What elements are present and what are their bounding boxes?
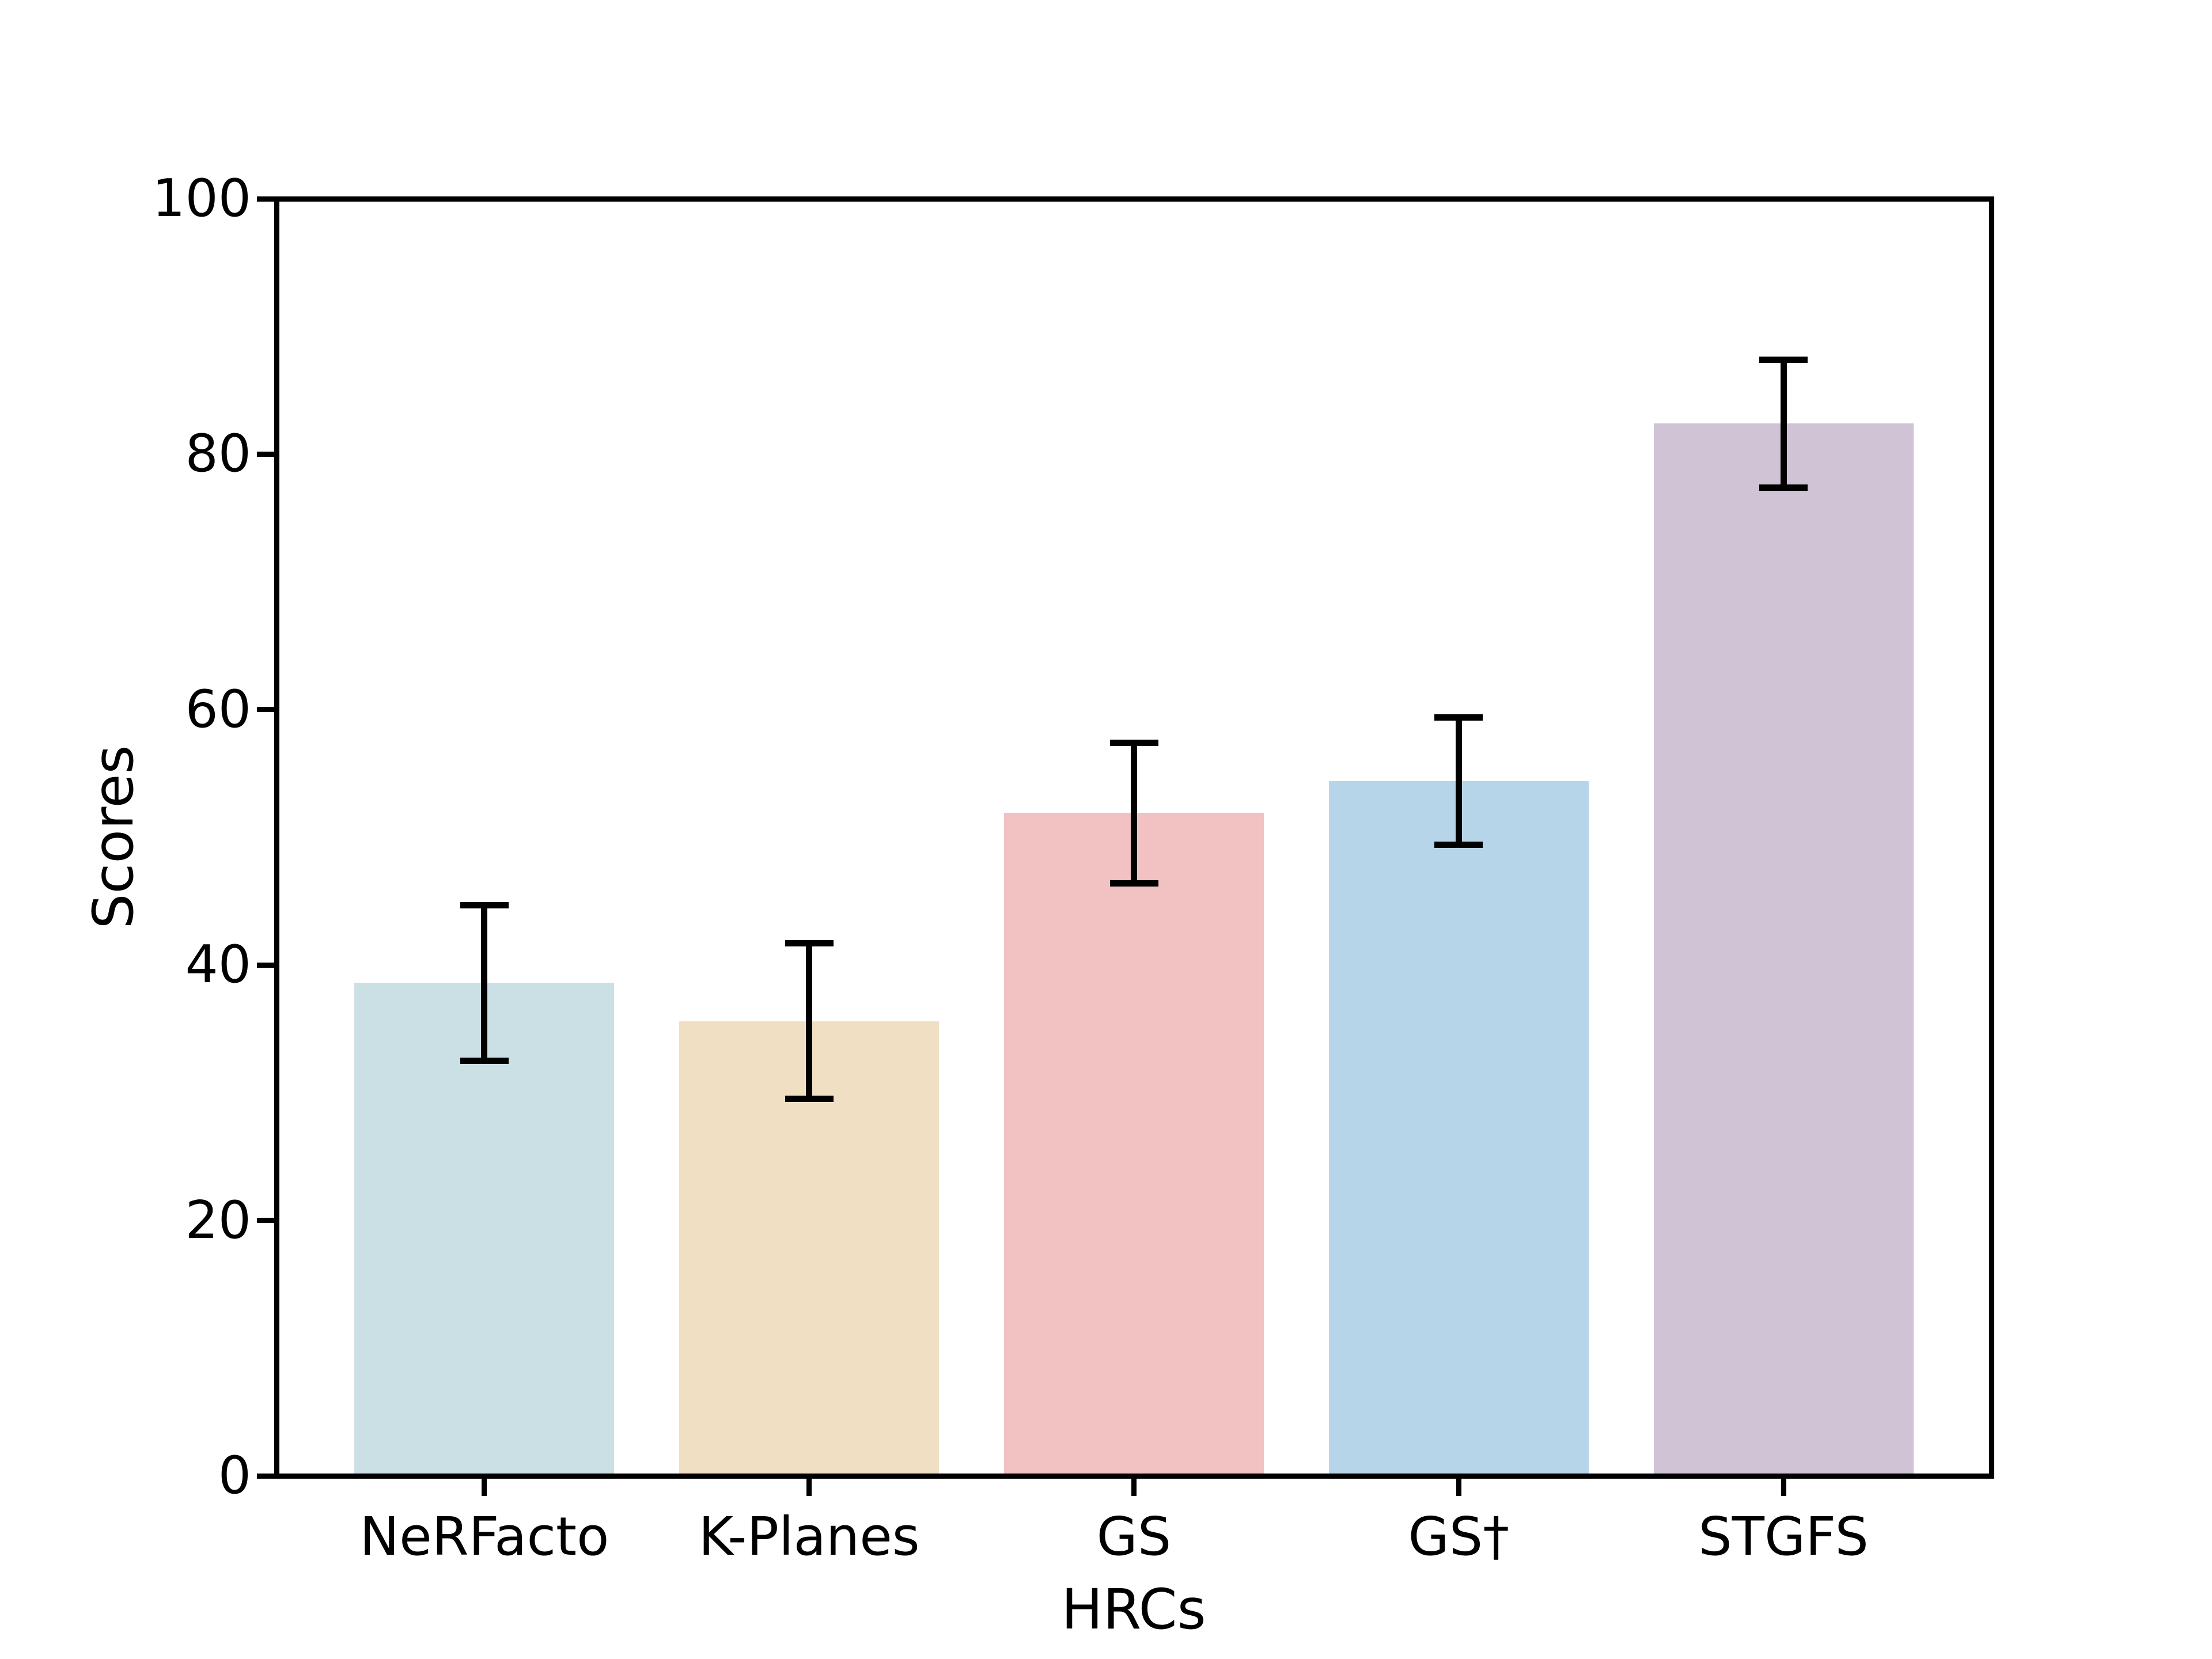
- y-tick-label: 0: [218, 1445, 251, 1506]
- error-bar-line: [1131, 743, 1137, 884]
- x-tick-label: NeRFacto: [359, 1506, 609, 1567]
- x-axis-label: HRCs: [1061, 1577, 1206, 1642]
- error-bar-cap-top: [785, 940, 834, 946]
- error-bar-cap-bottom: [1759, 484, 1808, 491]
- x-tick-label: GS†: [1408, 1506, 1510, 1567]
- x-tick: [1781, 1478, 1786, 1496]
- x-tick: [1131, 1478, 1137, 1496]
- y-tick: [256, 707, 274, 713]
- x-tick-label: K-Planes: [698, 1506, 920, 1567]
- error-bar-cap-top: [1759, 356, 1808, 363]
- bar-STGFS: [1653, 423, 1914, 1476]
- y-tick-label: 80: [185, 423, 251, 484]
- x-tick-label: STGFS: [1698, 1506, 1869, 1567]
- x-tick: [1456, 1478, 1461, 1496]
- x-tick: [482, 1478, 487, 1496]
- y-tick: [256, 962, 274, 968]
- error-bar-cap-bottom: [1434, 842, 1483, 849]
- y-tick: [256, 451, 274, 457]
- y-tick: [256, 1218, 274, 1224]
- error-bar-cap-top: [460, 902, 509, 908]
- error-bar-cap-bottom: [460, 1057, 509, 1064]
- error-bar-line: [806, 943, 813, 1099]
- error-bar-cap-bottom: [785, 1096, 834, 1103]
- y-tick-label: 40: [185, 934, 251, 995]
- error-bar-line: [481, 905, 488, 1061]
- y-tick-label: 100: [152, 168, 251, 229]
- plot-area: NeRFacto K-Planes GS GS† STGFS 0 20 40 60 80 100: [152, 169, 1994, 1567]
- error-bar-cap-top: [1109, 739, 1158, 746]
- bar-NeRFacto: [354, 983, 615, 1476]
- y-tick: [256, 196, 274, 202]
- error-bar-cap-top: [1434, 714, 1483, 721]
- error-bar-line: [1455, 717, 1462, 845]
- x-tick-label: GS: [1096, 1506, 1172, 1567]
- axis-spine-top: [274, 196, 1994, 202]
- y-tick-label: 20: [185, 1190, 251, 1251]
- y-tick-label: 60: [185, 679, 251, 740]
- bar-GS†: [1328, 781, 1589, 1476]
- axis-spine-left: [274, 196, 279, 1479]
- error-bar-cap-bottom: [1109, 880, 1158, 887]
- bar-GS: [1003, 813, 1264, 1476]
- axis-spine-bottom: [274, 1473, 1994, 1479]
- x-tick: [806, 1478, 812, 1496]
- y-tick: [256, 1473, 274, 1479]
- axis-spine-right: [1988, 196, 1994, 1479]
- y-axis-label: Scores: [81, 745, 146, 929]
- error-bar-line: [1780, 359, 1787, 488]
